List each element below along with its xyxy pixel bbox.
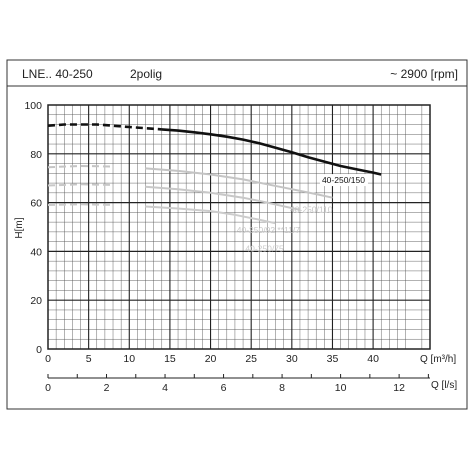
series-line [145,185,301,211]
x-tick-label: 0 [45,353,51,365]
plot-area [47,104,431,350]
y-tick-label: 80 [30,149,42,161]
series-line [145,205,276,225]
y-axis-label: H[m] [14,217,25,238]
series-line-dashed [47,123,162,131]
y-tick-labels: 0 20 40 60 80 100 [24,100,42,356]
secondary-tick-label: 2 [104,382,110,394]
series-line [145,167,333,199]
x-tick-label: 35 [327,353,339,365]
grid-major [48,105,430,349]
y-tick-label: 0 [36,344,42,356]
x-tick-label: 30 [286,353,298,365]
series-line [161,128,382,176]
x-tick-label: 25 [245,353,257,365]
series-label: 40-250/110 [290,204,333,214]
secondary-tick-label: 8 [279,382,285,394]
x-tick-label: 5 [86,353,92,365]
series-label: 40-250/75 [245,243,284,253]
series-label-bg [319,174,368,187]
secondary-tick-label: 6 [221,382,227,394]
x-axis-label-primary: Q [m³/h] [420,354,456,365]
y-tick-label: 100 [24,100,42,112]
x-tick-labels: 0 5 10 15 20 25 30 35 40 [45,353,379,365]
frame-outer [6,59,468,410]
secondary-tick-label: 10 [335,382,347,394]
x-axis-label-secondary: Q [l/s] [431,380,457,391]
y-tick-label: 60 [30,198,42,210]
x-tick-label: 10 [123,353,135,365]
secondary-tick-label: 0 [45,382,51,394]
secondary-axis: 0 2 4 6 8 10 12 [45,374,430,394]
secondary-tick-label: 4 [162,382,168,394]
series-labels: 40-250/150 40-250/110 40-250/92 **11/7 40-2… [237,174,368,253]
series-label: 40-250/92 **11/7 [237,225,300,235]
secondary-tick-label: 12 [393,382,405,394]
series-layer [47,123,382,225]
model-title: LNE.. 40-250 [22,67,93,81]
x-tick-label: 40 [367,353,379,365]
y-tick-label: 20 [30,295,42,307]
y-tick-label: 40 [30,246,42,258]
speed-label: ~ 2900 [rpm] [390,67,458,81]
grid-minor [48,105,430,349]
series-label: 40-250/150 [322,175,365,185]
x-tick-label: 15 [164,353,176,365]
variant-label: 2polig [130,67,162,81]
x-tick-label: 20 [205,353,217,365]
